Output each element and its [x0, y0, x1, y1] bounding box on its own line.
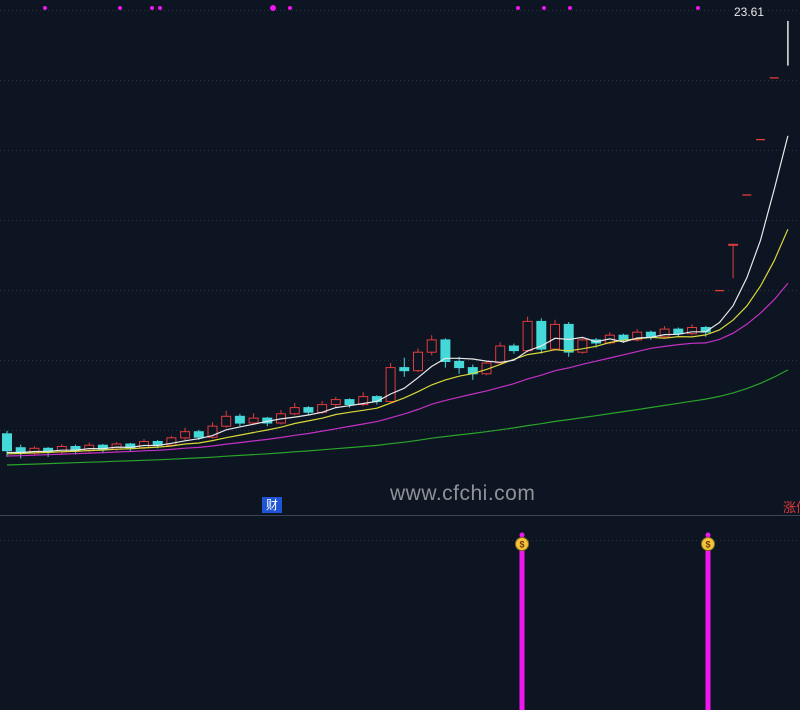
candle-body [563, 323, 574, 353]
candle-body [344, 399, 355, 406]
marker-dot [118, 6, 122, 10]
candle-body [248, 417, 259, 424]
marker-dots-layer [43, 5, 700, 11]
candle-body [413, 351, 423, 372]
ma5-line [7, 135, 789, 454]
candle-body [221, 415, 232, 427]
limit-up-tag[interactable]: 涨停 [783, 500, 800, 515]
candle-body [454, 360, 465, 369]
candle-body [645, 331, 656, 338]
signal-dot [705, 532, 711, 538]
signal-layer: $ $ [515, 532, 715, 710]
latest-price-label: 23.61 [734, 5, 765, 19]
money-bag-icon-label: $ [705, 540, 710, 550]
candle-body [577, 339, 588, 353]
marker-dot [150, 6, 154, 10]
marker-dot [270, 5, 276, 11]
candle-body [139, 441, 149, 449]
marker-dot [43, 6, 47, 10]
candle-body [303, 407, 314, 413]
money-bag-icon-label: $ [519, 540, 524, 550]
marker-dot [568, 6, 572, 10]
grid-layer [0, 10, 800, 541]
ma-lines-layer [6, 135, 789, 466]
signal-bar [705, 551, 711, 710]
candle-body [550, 323, 560, 350]
marker-dot [288, 6, 292, 10]
ma10-line [6, 228, 789, 455]
candle-body [728, 243, 739, 246]
candle-body [207, 425, 218, 438]
panel-tag-button[interactable]: 财 [262, 497, 283, 513]
marker-dot [516, 6, 520, 10]
candle-body [481, 362, 492, 375]
candle-body [385, 367, 396, 403]
candle-body [193, 431, 204, 438]
ma20-line [6, 282, 789, 457]
candle-body [2, 433, 12, 452]
candle-body [495, 345, 506, 364]
signal-dot [519, 532, 525, 538]
candle-body [426, 339, 437, 353]
marker-dot [696, 6, 700, 10]
signal-bar [519, 551, 525, 710]
candle-body [659, 328, 670, 338]
candle-body [522, 320, 533, 352]
candle-body [330, 399, 341, 406]
candles-layer [2, 20, 789, 459]
candle-body [673, 328, 684, 335]
candle-body [234, 415, 245, 424]
candle-body [632, 331, 643, 341]
candle-body [508, 345, 519, 352]
candle-body [399, 367, 410, 372]
marker-dot [542, 6, 546, 10]
candle-body [166, 437, 177, 446]
candle-body [687, 327, 697, 335]
candle-body [180, 431, 191, 439]
candle-body [440, 339, 451, 362]
money-bag-icon [515, 537, 529, 551]
money-bag-icon [701, 537, 715, 551]
ma60-line [6, 369, 789, 466]
candle-body [358, 396, 369, 406]
watermark: www.cfchi.com [390, 482, 536, 505]
candle-body [289, 407, 300, 415]
candle-body [618, 334, 629, 341]
marker-dot [158, 6, 162, 10]
candle-body [536, 320, 547, 350]
